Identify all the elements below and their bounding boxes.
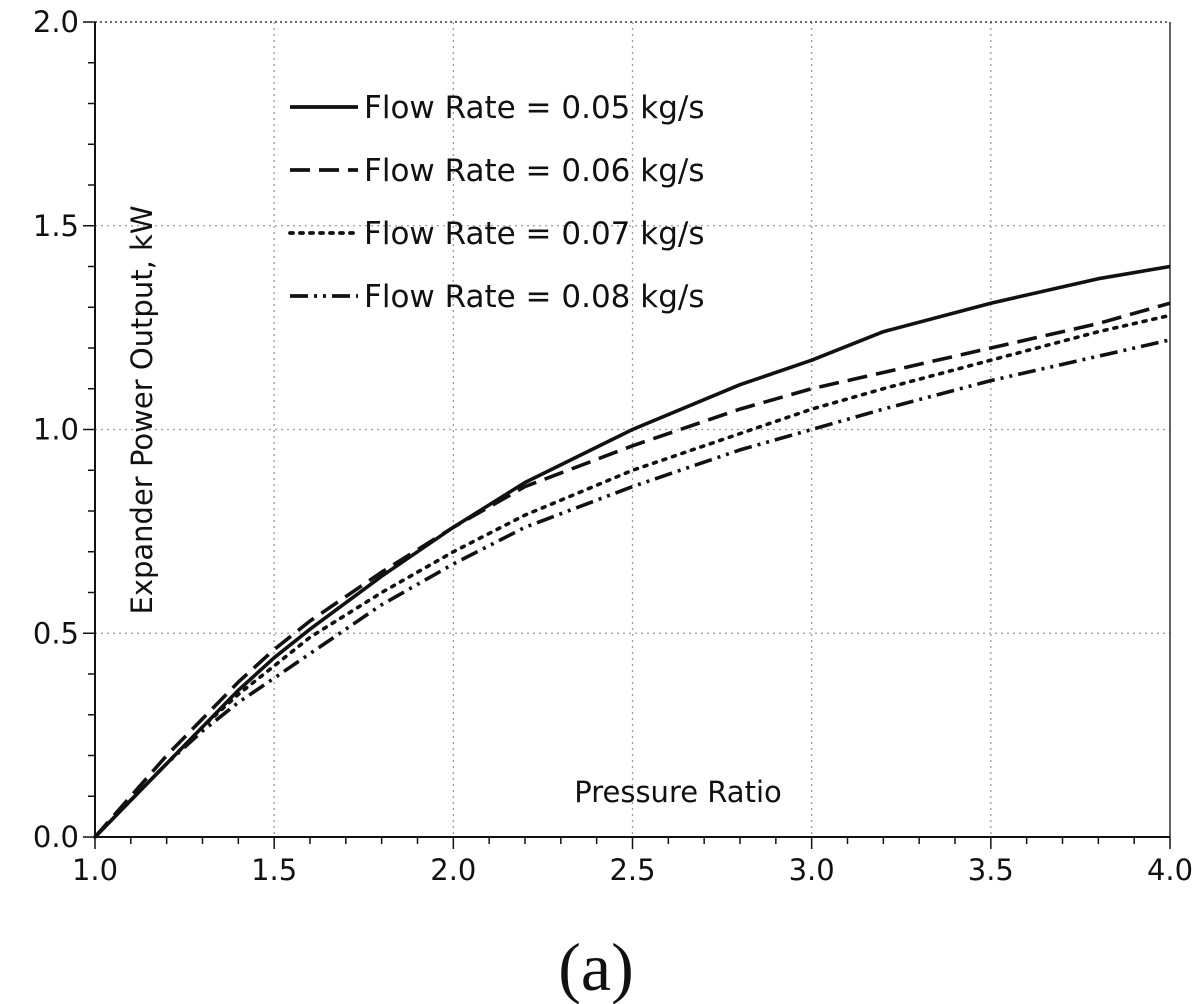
- x-tick-label: 3.5: [968, 853, 1014, 887]
- y-tick-label: 1.0: [33, 413, 79, 447]
- legend-label-2: Flow Rate = 0.06 kg/s: [364, 153, 705, 189]
- x-tick-label: 3.0: [789, 853, 835, 887]
- y-tick-label: 0.0: [33, 820, 79, 854]
- x-tick-label: 2.0: [430, 853, 476, 887]
- legend-label-1: Flow Rate = 0.05 kg/s: [364, 90, 705, 126]
- x-tick-label: 1.0: [72, 853, 118, 887]
- grid: [95, 22, 1170, 837]
- y-tick-label: 2.0: [33, 5, 79, 39]
- x-tick-label: 4.0: [1147, 853, 1193, 887]
- series-line-2: [93, 301, 1171, 839]
- legend: Flow Rate = 0.05 kg/s Flow Rate = 0.06 kg…: [288, 90, 705, 315]
- legend-label-4: Flow Rate = 0.08 kg/s: [364, 279, 705, 315]
- legend-label-3: Flow Rate = 0.07 kg/s: [364, 216, 705, 252]
- x-axis-title: Pressure Ratio: [574, 775, 782, 809]
- panel-label: (a): [558, 929, 633, 1004]
- axes: 1.0 1.5 2.0 2.5 3.0 3.5 4.0 0.0 0.5 1.0 1.5 2.0: [33, 5, 1193, 887]
- y-axis-title: Expander Power Output, kW: [125, 206, 159, 615]
- y-tick-label: 0.5: [33, 616, 79, 650]
- labels: Pressure Ratio Expander Power Output, kW…: [125, 206, 782, 1004]
- x-tick-label: 2.5: [609, 853, 655, 887]
- series-line-3: [93, 313, 1172, 839]
- y-tick-label: 1.5: [33, 209, 79, 243]
- series-line-4: [93, 338, 1171, 839]
- x-tick-label: 1.5: [251, 853, 297, 887]
- series-lines: [93, 264, 1172, 839]
